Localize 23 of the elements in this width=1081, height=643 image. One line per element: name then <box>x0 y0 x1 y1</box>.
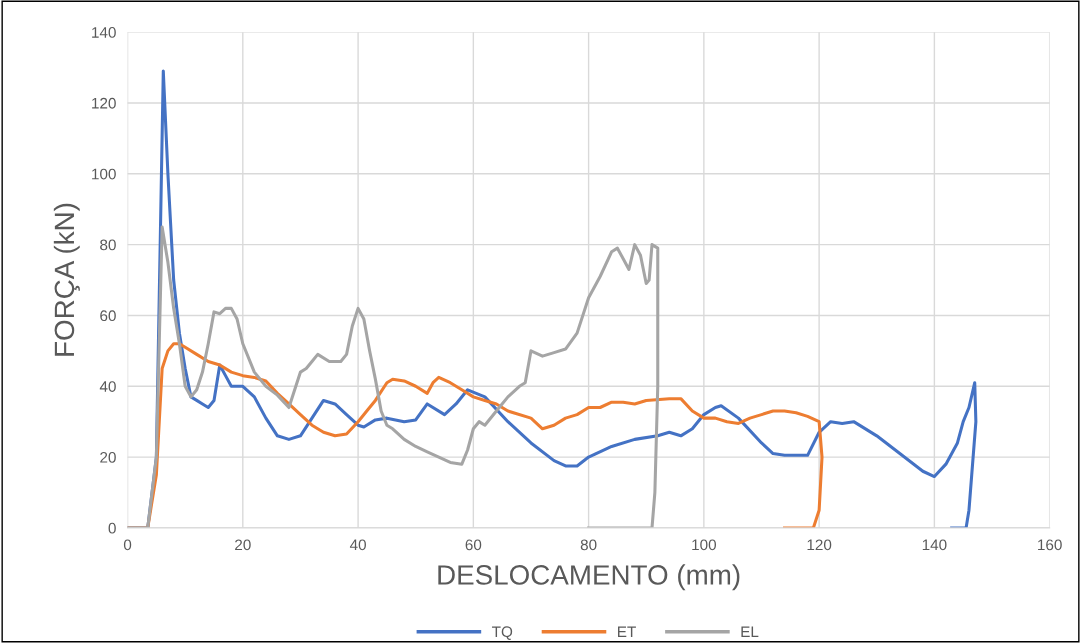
y-tick-label: 140 <box>92 27 116 38</box>
x-tick-label: 80 <box>580 539 597 551</box>
x-tick-label: 160 <box>1038 539 1062 551</box>
y-axis-title: FORÇA (kN) <box>53 203 80 356</box>
y-tick-label: 0 <box>108 522 116 534</box>
y-tick-label: 40 <box>99 381 116 392</box>
legend-label: TQ <box>492 626 513 640</box>
line-series <box>127 225 660 528</box>
x-tick-label: 0 <box>123 539 132 551</box>
y-tick-label: 80 <box>100 239 116 251</box>
legend-label: EL <box>741 626 759 637</box>
x-tick-label: 100 <box>692 539 717 551</box>
x-tick-label: 120 <box>807 539 832 551</box>
y-tick-label: 100 <box>92 168 116 180</box>
x-tick-label: 140 <box>922 539 947 551</box>
legend-label: ET <box>618 626 636 637</box>
x-tick-label: 40 <box>349 539 366 551</box>
x-tick-label: 20 <box>235 539 251 551</box>
x-axis-title: DESLOCAMENTO (mm) <box>438 564 740 591</box>
y-tick-label: 60 <box>100 310 116 322</box>
y-tick-label: 120 <box>92 97 116 109</box>
y-tick-label: 20 <box>100 451 116 463</box>
x-tick-label: 60 <box>465 539 482 551</box>
